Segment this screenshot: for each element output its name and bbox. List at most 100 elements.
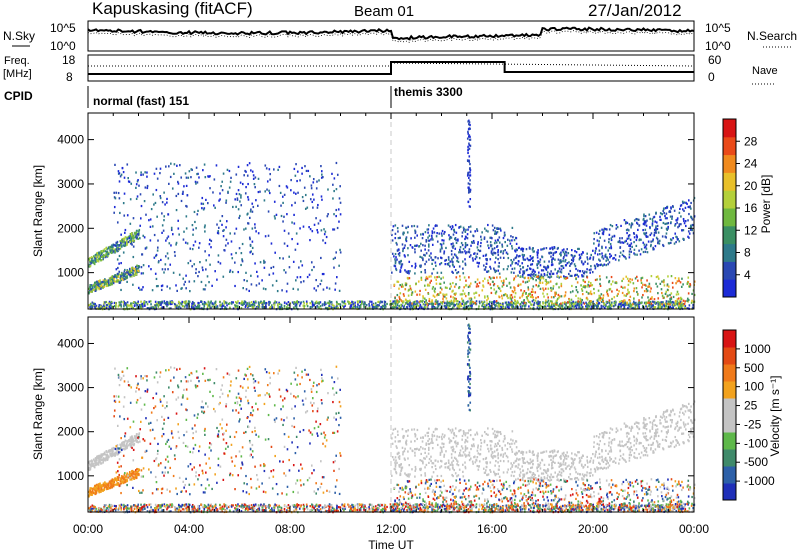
range-cell [490, 244, 493, 247]
range-cell [597, 289, 600, 292]
range-cell [401, 283, 404, 286]
range-cell [679, 204, 682, 207]
range-cell [369, 300, 371, 303]
range-cell [422, 295, 424, 298]
range-cell [324, 241, 327, 245]
range-cell [529, 301, 531, 304]
range-cell [602, 299, 605, 303]
range-cell [408, 305, 411, 308]
range-cell [594, 267, 597, 270]
range-cell [360, 300, 363, 303]
range-cell [260, 300, 262, 303]
range-cell [502, 250, 505, 253]
range-cell [282, 220, 284, 223]
range-cell [589, 281, 592, 285]
range-cell [492, 280, 494, 284]
range-cell [257, 204, 259, 207]
range-cell [445, 306, 447, 310]
range-cell [149, 239, 152, 242]
range-cell [506, 303, 509, 307]
range-cell [487, 281, 490, 285]
range-cell [419, 255, 421, 258]
range-cell [309, 228, 312, 231]
range-cell [435, 264, 437, 267]
range-cell [508, 306, 510, 309]
range-cell [612, 305, 615, 308]
range-cell [460, 251, 462, 254]
range-cell [513, 302, 516, 305]
range-cell [224, 244, 227, 247]
range-cell [643, 290, 646, 293]
range-cell [140, 272, 143, 275]
range-cell [431, 305, 433, 309]
range-cell [457, 260, 460, 264]
range-cell [90, 260, 93, 263]
range-cell [184, 280, 187, 283]
range-cell [201, 266, 204, 269]
range-cell [672, 509, 674, 512]
range-cell [122, 301, 125, 304]
range-cell [657, 303, 660, 306]
range-cell [198, 176, 200, 179]
range-cell [478, 294, 481, 297]
range-cell [570, 254, 573, 257]
range-cell [655, 236, 658, 239]
range-cell [267, 210, 270, 213]
range-cell [323, 303, 326, 307]
range-cell [244, 305, 247, 309]
range-cell [645, 231, 648, 235]
range-cell [126, 163, 129, 166]
range-cell [296, 170, 299, 173]
range-cell [129, 232, 132, 236]
range-cell [268, 191, 271, 195]
range-cell [222, 229, 224, 233]
range-cell [230, 302, 233, 305]
range-cell [142, 272, 145, 275]
range-cell [403, 231, 405, 234]
range-cell [322, 272, 325, 276]
range-cell [678, 211, 681, 214]
range-cell [157, 284, 159, 288]
range-cell [690, 504, 693, 507]
range-cell [677, 307, 680, 310]
range-cell [630, 305, 632, 308]
range-cell [632, 303, 634, 306]
range-cell [111, 281, 114, 284]
range-cell [192, 233, 194, 236]
range-cell [527, 276, 530, 280]
range-cell [551, 263, 554, 266]
range-cell [235, 304, 237, 308]
range-cell [133, 274, 136, 277]
noise-right-tick-top: 10^5 [705, 21, 731, 35]
range-cell [417, 280, 420, 283]
range-cell [194, 180, 197, 183]
range-cell [171, 505, 173, 508]
range-cell [101, 255, 104, 258]
range-cell [463, 276, 466, 279]
range-cell [646, 289, 649, 292]
range-cell [688, 236, 690, 239]
range-cell [669, 293, 671, 297]
range-cell [603, 303, 605, 306]
range-cell [656, 307, 659, 310]
range-cell [394, 232, 397, 235]
range-cell [214, 300, 217, 303]
range-cell [324, 301, 327, 304]
range-cell [646, 508, 648, 511]
range-cell [185, 287, 187, 290]
range-cell [167, 165, 170, 168]
range-cell [532, 250, 535, 253]
range-cell [279, 191, 282, 194]
range-cell [678, 302, 681, 305]
range-cell [452, 281, 454, 285]
range-cell [601, 298, 604, 301]
range-cell [444, 293, 446, 296]
range-cell [592, 258, 595, 261]
range-cell [663, 296, 665, 299]
range-cell [661, 213, 663, 216]
range-cell [352, 306, 355, 309]
range-cell [286, 186, 289, 189]
range-cell [475, 300, 478, 303]
range-cell [507, 301, 510, 304]
range-cell [542, 275, 544, 278]
